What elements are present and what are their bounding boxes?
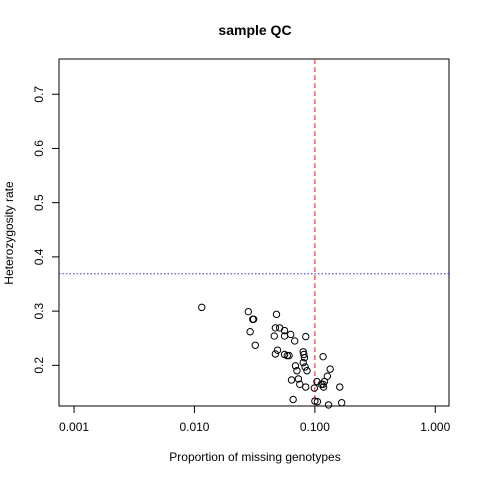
data-point (302, 383, 310, 391)
x-axis: 0.001 0.010 0.100 1.000 (59, 406, 451, 434)
data-point (302, 332, 310, 341)
x-axis-label: Proportion of missing genotypes (169, 450, 340, 464)
data-point (273, 346, 282, 354)
data-point (275, 324, 284, 332)
data-point (310, 384, 319, 392)
x-tick-label: 0.001 (59, 420, 89, 434)
plot-frame (58, 58, 450, 407)
chart-title: sample QC (218, 22, 291, 38)
data-point (280, 326, 289, 335)
y-axis: 0.2 0.3 0.4 0.5 0.6 0.7 (32, 86, 59, 374)
data-point (300, 354, 309, 362)
plot-area (58, 58, 450, 409)
data-point (320, 377, 329, 386)
y-tick-label: 0.6 (32, 140, 46, 157)
data-point (270, 332, 278, 340)
data-point (337, 399, 346, 407)
data-point (291, 362, 300, 370)
data-point (244, 307, 252, 316)
data-point (303, 367, 311, 375)
data-point (319, 352, 327, 361)
data-point (323, 372, 332, 380)
data-point (271, 324, 280, 332)
y-tick-label: 0.5 (32, 194, 46, 211)
data-point (336, 383, 344, 391)
data-point (324, 401, 333, 409)
data-point (294, 375, 303, 383)
data-point (291, 337, 299, 345)
data-point (272, 310, 281, 319)
data-point (293, 367, 301, 375)
y-tick-label: 0.4 (32, 248, 46, 265)
data-point (246, 328, 254, 336)
data-point (296, 380, 304, 389)
data-point (299, 358, 307, 367)
y-axis-label: Heterozygosity rate (2, 181, 16, 285)
data-point (287, 376, 296, 384)
data-point (287, 330, 295, 339)
x-tick-label: 0.100 (300, 420, 330, 434)
data-point (198, 303, 206, 312)
data-point (271, 350, 280, 358)
y-tick-label: 0.7 (32, 86, 46, 103)
x-tick-label: 0.010 (179, 420, 209, 434)
data-point (285, 351, 293, 360)
data-point (300, 350, 308, 359)
data-point (289, 395, 297, 404)
data-point (249, 315, 257, 323)
data-point (251, 341, 259, 349)
data-point (313, 397, 322, 406)
data-point (319, 383, 328, 391)
data-point (326, 365, 334, 373)
y-tick-label: 0.3 (32, 302, 46, 319)
data-point (301, 363, 309, 371)
y-tick-label: 0.2 (32, 357, 46, 374)
x-tick-label: 1.000 (420, 420, 450, 434)
